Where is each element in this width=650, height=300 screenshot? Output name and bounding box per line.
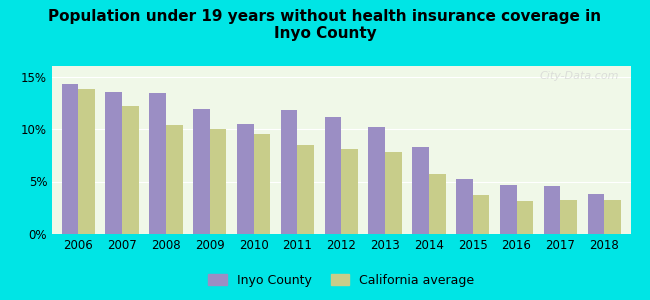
- Bar: [543, 186, 560, 234]
- Bar: [298, 145, 314, 234]
- Bar: [412, 147, 429, 234]
- Bar: [237, 124, 254, 234]
- Bar: [254, 134, 270, 234]
- Bar: [369, 127, 385, 234]
- Bar: [473, 195, 489, 234]
- Bar: [588, 194, 604, 234]
- Bar: [324, 118, 341, 234]
- Bar: [166, 125, 183, 234]
- Bar: [210, 129, 226, 234]
- Bar: [385, 152, 402, 234]
- Bar: [604, 200, 621, 234]
- Bar: [341, 149, 358, 234]
- Text: City-Data.com: City-Data.com: [540, 71, 619, 81]
- Bar: [78, 89, 95, 234]
- Bar: [281, 110, 298, 234]
- Bar: [62, 84, 78, 234]
- Bar: [429, 174, 445, 234]
- Bar: [105, 92, 122, 234]
- Bar: [122, 106, 139, 234]
- Text: Population under 19 years without health insurance coverage in
Inyo County: Population under 19 years without health…: [49, 9, 601, 41]
- Bar: [456, 179, 473, 234]
- Legend: Inyo County, California average: Inyo County, California average: [203, 268, 480, 292]
- Bar: [193, 109, 210, 234]
- Bar: [150, 93, 166, 234]
- Bar: [560, 200, 577, 234]
- Bar: [500, 184, 517, 234]
- Bar: [517, 202, 533, 234]
